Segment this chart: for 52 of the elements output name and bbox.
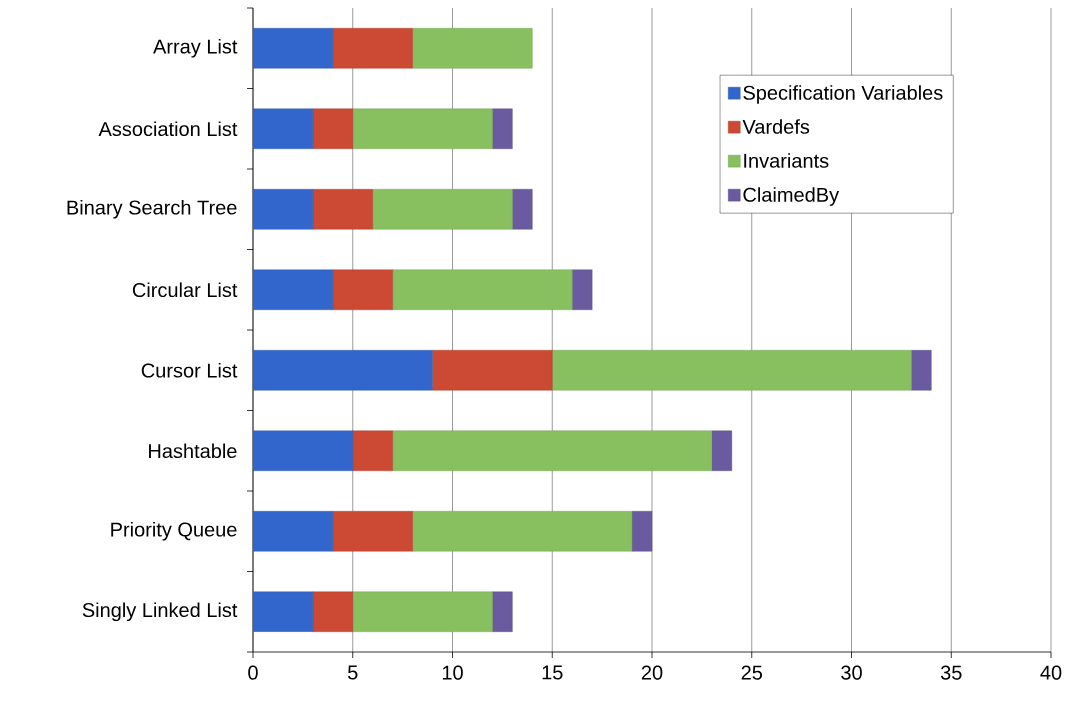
bar	[631, 511, 653, 552]
bar	[253, 108, 314, 149]
bar	[253, 189, 314, 230]
y-tick-label: Association List	[98, 121, 238, 137]
bar	[352, 591, 493, 632]
bar	[312, 108, 353, 149]
x-tick-label: 20	[641, 665, 663, 680]
bar	[352, 108, 493, 149]
bar	[352, 430, 393, 471]
x-tick-label: 10	[442, 665, 463, 680]
legend-label: Specification Variables	[743, 85, 943, 104]
bar	[332, 511, 413, 552]
x-tick-label: 35	[940, 665, 962, 680]
bar	[711, 430, 732, 471]
bar	[253, 591, 314, 632]
bar	[332, 269, 393, 310]
bar	[492, 108, 513, 149]
y-tick-label: Singly Linked List	[82, 602, 238, 622]
y-tick-label: Cursor List	[141, 362, 238, 378]
y-tick-label: Circular List	[132, 282, 238, 298]
bar	[432, 350, 553, 391]
x-tick-label: 5	[347, 665, 358, 680]
bar	[332, 28, 413, 69]
bar	[253, 269, 333, 310]
bar	[412, 511, 633, 552]
bar	[492, 591, 513, 632]
bar	[312, 189, 373, 230]
bar	[552, 350, 912, 391]
bar	[392, 269, 573, 310]
bar	[412, 28, 533, 69]
y-tick-label: Priority Queue	[111, 521, 237, 541]
bar	[911, 350, 932, 391]
bar	[512, 189, 533, 230]
y-tick-label: Array List	[153, 38, 238, 58]
legend-label: Vardefs	[742, 119, 810, 134]
bar	[253, 350, 433, 391]
x-tick-label: 40	[1040, 665, 1062, 680]
y-tick-label: Binary Search Tree	[67, 199, 237, 219]
y-tick-label: Hashtable	[149, 443, 237, 459]
x-tick-label: 30	[841, 665, 862, 680]
bar	[253, 28, 333, 69]
bar	[253, 430, 353, 471]
legend-label: Invariants	[744, 153, 829, 168]
bar	[572, 269, 593, 310]
bar	[392, 430, 713, 471]
x-tick-label: 15	[542, 665, 563, 680]
x-tick-label: 25	[741, 665, 763, 680]
legend-label: ClaimedBy	[743, 187, 840, 206]
bar	[372, 189, 513, 230]
bar	[312, 591, 353, 632]
x-tick-label: 0	[248, 665, 258, 680]
bar	[253, 511, 333, 552]
